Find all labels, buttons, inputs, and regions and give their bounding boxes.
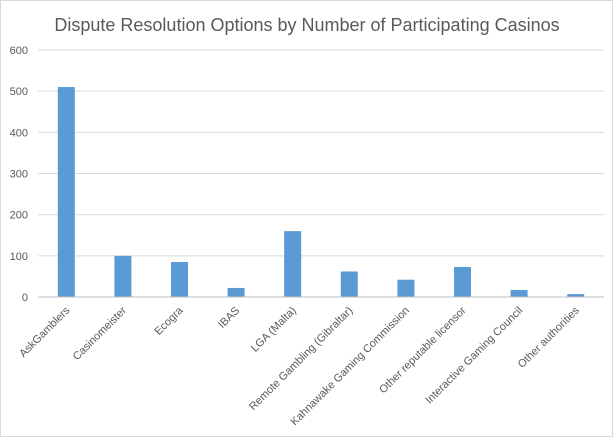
x-tick-label: AskGamblers (17, 304, 73, 360)
y-axis-ticks: 0 100 200 300 400 500 600 (10, 45, 28, 304)
y-tick-label: 400 (10, 127, 28, 139)
x-tick-label: Casinomeister (71, 304, 129, 362)
x-tick-label: Ecogra (152, 304, 186, 338)
y-tick-label: 500 (10, 86, 28, 98)
bar (454, 266, 471, 297)
y-tick-label: 0 (22, 292, 28, 304)
x-tick-label: Interactive Gaming Council (423, 305, 525, 407)
bar (340, 271, 358, 297)
bar (510, 290, 528, 297)
chart-title: Dispute Resolution Options by Number of … (54, 15, 559, 35)
y-tick-label: 100 (10, 251, 28, 263)
bar (114, 255, 132, 297)
bar (57, 87, 75, 297)
grid-lines (38, 49, 604, 257)
y-tick-label: 200 (10, 210, 28, 222)
x-tick-label: LGA (Malta) (249, 305, 299, 355)
bar (567, 294, 585, 297)
bars (57, 87, 585, 297)
x-tick-label: Remote Gambling (Gibraltar) (247, 305, 355, 413)
bar (227, 287, 245, 297)
bar (284, 231, 302, 297)
x-tick-label: Kahnawake Gaming Commission (289, 305, 412, 428)
y-tick-label: 600 (10, 45, 28, 57)
x-tick-label: IBAS (216, 305, 242, 331)
x-tick-label: Other authorities (516, 304, 582, 370)
bar (171, 262, 188, 297)
bar (397, 279, 415, 297)
y-tick-label: 300 (10, 169, 28, 181)
